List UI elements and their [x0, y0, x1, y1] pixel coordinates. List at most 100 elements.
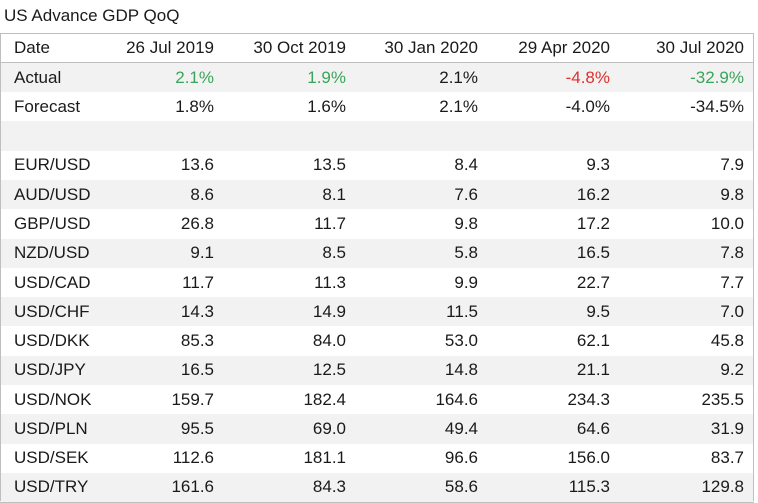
forecast-row: Forecast 1.8% 1.6% 2.1% -4.0% -34.5%: [0, 92, 754, 121]
header-cell-date: 29 Apr 2020: [518, 38, 610, 58]
actual-value: 2.1%: [439, 67, 478, 87]
forecast-value: 2.1%: [439, 96, 478, 116]
row-label: USD/TRY: [14, 477, 89, 497]
pair-value: 22.7: [576, 272, 610, 292]
pair-value: 7.0: [720, 301, 744, 321]
pair-value: 182.4: [303, 389, 346, 409]
pair-value: 10.0: [710, 213, 744, 233]
pair-value: 11.7: [314, 213, 346, 233]
row-label: GBP/USD: [14, 213, 91, 233]
pair-value: 69.0: [312, 419, 346, 438]
pair-value: 115.3: [568, 477, 610, 497]
header-cell-date: 30 Oct 2019: [253, 38, 346, 58]
pair-value: 53.0: [444, 331, 478, 351]
pair-value: 17.2: [576, 213, 610, 233]
pair-value: 234.3: [567, 389, 610, 409]
pair-value: 7.6: [454, 184, 478, 204]
pair-value: 7.8: [720, 243, 744, 263]
pair-value: 5.8: [454, 243, 478, 263]
pair-row: NZD/USD 9.1 8.5 5.8 16.5 7.8: [0, 238, 754, 268]
pair-value: 9.2: [720, 360, 744, 380]
row-label: USD/JPY: [14, 360, 86, 380]
pair-row: USD/CAD 11.7 11.3 9.9 22.7 7.7: [0, 267, 754, 298]
pair-value: 7.7: [720, 272, 744, 292]
header-cell-date: 30 Jul 2020: [656, 38, 744, 58]
page-title: US Advance GDP QoQ: [4, 6, 180, 25]
pair-value: 16.2: [576, 184, 610, 204]
pair-value: 235.5: [701, 389, 744, 409]
pair-value: 9.3: [586, 155, 610, 175]
row-label: USD/CHF: [14, 301, 90, 321]
pair-value: 129.8: [701, 477, 744, 497]
row-label: AUD/USD: [14, 184, 91, 204]
pair-value: 31.9: [710, 419, 744, 438]
actual-row: Actual 2.1% 1.9% 2.1% -4.8% -32.9%: [0, 62, 754, 93]
header-row: Date 26 Jul 2019 30 Oct 2019 30 Jan 2020…: [0, 33, 754, 63]
forecast-value: -34.5%: [690, 96, 744, 116]
actual-value: 2.1%: [175, 67, 214, 87]
pair-value: 9.9: [454, 272, 478, 292]
pair-value: 14.9: [312, 301, 346, 321]
pair-value: 11.7: [182, 272, 214, 292]
pair-value: 84.3: [312, 477, 346, 497]
header-cell-label: Date: [14, 38, 50, 58]
pair-row: USD/CHF 14.3 14.9 11.5 9.5 7.0: [0, 297, 754, 327]
pair-value: 159.7: [171, 389, 214, 409]
row-label: USD/DKK: [14, 331, 90, 351]
row-label: USD/NOK: [14, 389, 92, 409]
row-label: Actual: [14, 67, 62, 87]
pair-value: 181.1: [303, 448, 346, 468]
pair-value: 11.3: [314, 272, 346, 292]
pair-value: 112.6: [172, 448, 214, 468]
pair-row: USD/NOK 159.7 182.4 164.6 234.3 235.5: [0, 385, 754, 415]
header-cell-date: 30 Jan 2020: [384, 38, 478, 58]
header-cell-date: 26 Jul 2019: [126, 38, 214, 58]
pair-value: 83.7: [710, 448, 744, 468]
pair-rows: EUR/USD 13.6 13.5 8.4 9.3 7.9 AUD/USD 8.6 8.1 7.6…: [0, 150, 754, 503]
pair-value: 16.5: [576, 243, 610, 263]
pair-value: 14.3: [180, 301, 214, 321]
pair-value: 95.5: [180, 419, 214, 438]
pair-value: 13.5: [312, 155, 346, 175]
row-label: USD/SEK: [14, 448, 89, 468]
pair-row: USD/PLN 95.5 69.0 49.4 64.6 31.9: [0, 414, 754, 444]
pair-value: 9.8: [454, 213, 478, 233]
forecast-value: 1.6%: [307, 96, 346, 116]
actual-value: -4.8%: [565, 67, 610, 87]
pair-value: 156.0: [567, 448, 610, 468]
pair-value: 64.6: [576, 419, 610, 438]
pair-row: USD/SEK 112.6 181.1 96.6 156.0 83.7: [0, 443, 754, 473]
pair-value: 8.6: [190, 184, 214, 204]
row-label: USD/CAD: [14, 272, 91, 292]
row-label: NZD/USD: [14, 243, 90, 263]
pair-row: GBP/USD 26.8 11.7 9.8 17.2 10.0: [0, 209, 754, 239]
pair-value: 7.9: [720, 155, 744, 175]
spacer-cell: [0, 121, 754, 150]
pair-value: 8.4: [454, 155, 478, 175]
pair-value: 161.6: [171, 477, 214, 497]
pair-value: 8.5: [322, 243, 346, 263]
pair-row: USD/DKK 85.3 84.0 53.0 62.1 45.8: [0, 326, 754, 356]
pair-value: 9.5: [586, 301, 610, 321]
pair-value: 12.5: [312, 360, 346, 380]
row-label: USD/PLN: [14, 419, 88, 438]
pair-row: AUD/USD 8.6 8.1 7.6 16.2 9.8: [0, 179, 754, 210]
pair-value: 96.6: [444, 448, 478, 468]
pair-value: 14.8: [444, 360, 478, 380]
pair-value: 49.4: [444, 419, 478, 438]
pair-value: 13.6: [180, 155, 214, 175]
row-label: Forecast: [14, 96, 81, 116]
pair-row: USD/JPY 16.5 12.5 14.8 21.1 9.2: [0, 355, 754, 386]
pair-value: 58.6: [444, 477, 478, 497]
actual-value: -32.9%: [690, 67, 744, 87]
forecast-value: 1.8%: [175, 96, 214, 116]
pair-value: 11.5: [446, 301, 478, 321]
data-table: Date 26 Jul 2019 30 Oct 2019 30 Jan 2020…: [0, 33, 754, 503]
pair-value: 26.8: [180, 213, 214, 233]
spacer-row: [0, 121, 754, 151]
pair-value: 21.1: [576, 360, 610, 380]
forecast-value: -4.0%: [565, 96, 610, 116]
pair-value: 16.5: [180, 360, 214, 380]
pair-value: 45.8: [710, 331, 744, 351]
